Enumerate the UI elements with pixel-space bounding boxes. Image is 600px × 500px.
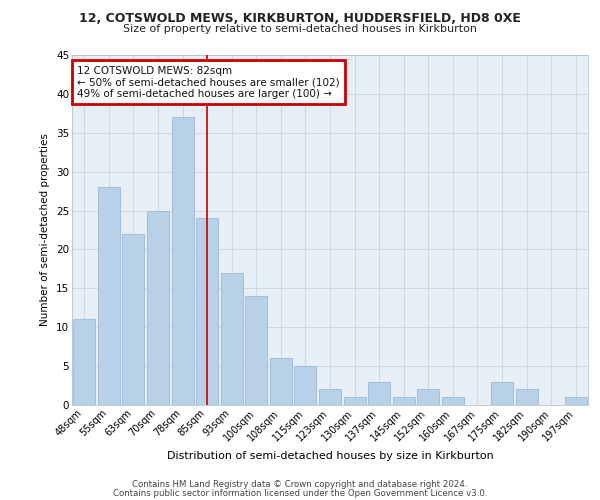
Bar — [147, 210, 169, 405]
Bar — [491, 382, 513, 405]
Bar — [73, 320, 95, 405]
Y-axis label: Number of semi-detached properties: Number of semi-detached properties — [40, 134, 50, 326]
Bar — [515, 390, 538, 405]
Bar — [295, 366, 316, 405]
Bar — [344, 397, 365, 405]
Text: 12, COTSWOLD MEWS, KIRKBURTON, HUDDERSFIELD, HD8 0XE: 12, COTSWOLD MEWS, KIRKBURTON, HUDDERSFI… — [79, 12, 521, 26]
Bar — [417, 390, 439, 405]
Bar — [245, 296, 268, 405]
X-axis label: Distribution of semi-detached houses by size in Kirkburton: Distribution of semi-detached houses by … — [167, 451, 493, 461]
Bar — [270, 358, 292, 405]
Bar — [122, 234, 145, 405]
Text: Size of property relative to semi-detached houses in Kirkburton: Size of property relative to semi-detach… — [123, 24, 477, 34]
Bar — [172, 117, 194, 405]
Text: Contains HM Land Registry data © Crown copyright and database right 2024.: Contains HM Land Registry data © Crown c… — [132, 480, 468, 489]
Text: 12 COTSWOLD MEWS: 82sqm
← 50% of semi-detached houses are smaller (102)
49% of s: 12 COTSWOLD MEWS: 82sqm ← 50% of semi-de… — [77, 66, 340, 98]
Bar — [221, 273, 243, 405]
Bar — [319, 390, 341, 405]
Bar — [392, 397, 415, 405]
Bar — [442, 397, 464, 405]
Bar — [98, 187, 120, 405]
Text: Contains public sector information licensed under the Open Government Licence v3: Contains public sector information licen… — [113, 488, 487, 498]
Bar — [196, 218, 218, 405]
Bar — [368, 382, 390, 405]
Bar — [565, 397, 587, 405]
